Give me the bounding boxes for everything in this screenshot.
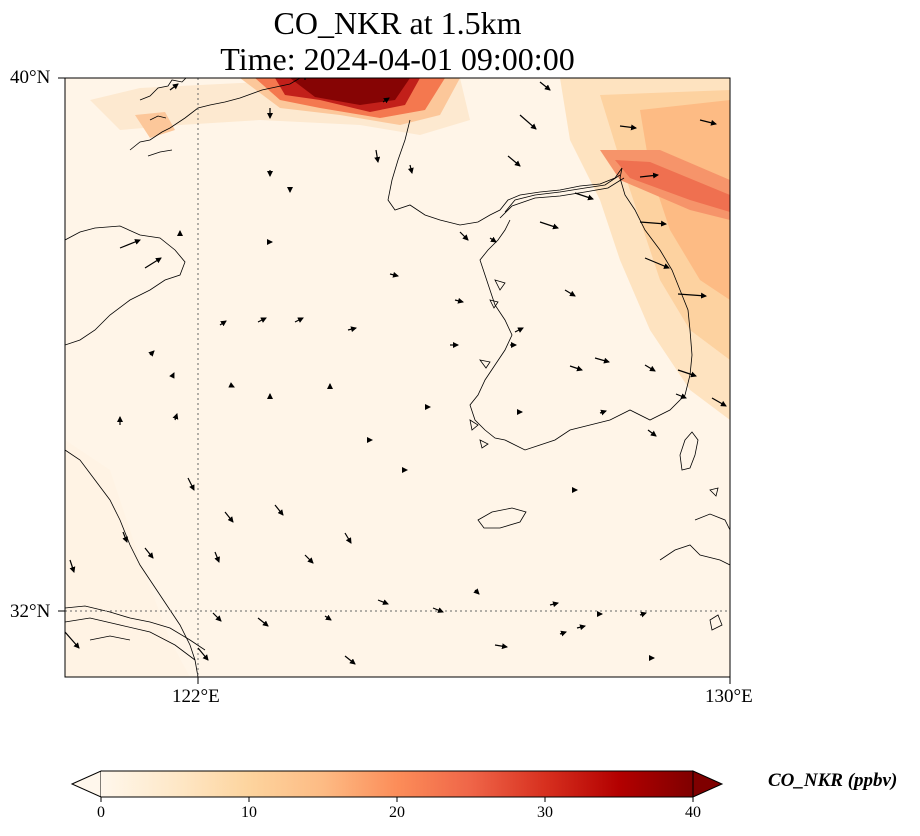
wind-arrow <box>677 292 707 299</box>
wind-arrow <box>257 617 269 627</box>
wind-arrow <box>549 601 559 608</box>
wind-arrow <box>172 413 179 421</box>
colorbar-tick-20: 20 <box>389 804 405 821</box>
wind-arrow <box>344 655 356 665</box>
wind-arrow <box>574 192 594 201</box>
concentration-field <box>65 78 730 677</box>
wind-arrow <box>65 631 80 649</box>
lat-tick-40: 40°N <box>10 67 51 88</box>
wind-arrow <box>257 317 267 323</box>
wind-arrow <box>619 124 637 131</box>
wind-arrow <box>407 164 414 174</box>
wind-arrow <box>274 504 284 516</box>
wind-arrow <box>344 532 352 544</box>
map-title: CO_NKR at 1.5km <box>273 5 522 41</box>
wind-arrow <box>382 97 390 104</box>
wind-arrow <box>644 364 656 372</box>
wind-arrow <box>539 221 559 230</box>
tick-marks <box>58 77 731 684</box>
colorbar-tick-10: 10 <box>241 804 257 821</box>
wind-arrow <box>594 357 610 364</box>
wind-arrow <box>507 155 521 167</box>
wind-arrow <box>377 599 389 605</box>
wind-arrow <box>647 429 657 437</box>
wind-arrow <box>639 611 647 618</box>
map-subtitle: Time: 2024-04-01 09:00:00 <box>220 41 575 77</box>
wind-arrow <box>148 350 155 357</box>
wind-arrow <box>169 372 175 379</box>
wind-arrow <box>454 297 464 304</box>
wind-arrow <box>677 369 697 378</box>
wind-arrow <box>569 365 583 372</box>
wind-arrow <box>197 647 209 661</box>
wind-arrow <box>539 81 551 91</box>
wind-arrow <box>639 220 667 227</box>
wind-arrow <box>224 511 234 523</box>
colorbar-label: CO_NKR (ppbv) <box>768 770 898 791</box>
wind-arrow <box>228 382 235 388</box>
wind-arrow <box>711 397 727 407</box>
wind-arrow <box>69 559 76 573</box>
lat-tick-32: 32°N <box>10 601 51 622</box>
wind-arrow <box>144 257 162 269</box>
wind-arrow <box>144 547 154 559</box>
wind-arrow <box>119 239 141 249</box>
wind-arrow <box>699 119 717 126</box>
wind-arrow <box>389 271 399 278</box>
coastlines <box>65 78 730 677</box>
wind-arrow <box>432 607 444 613</box>
wind-arrow <box>122 531 128 543</box>
wind-arrow <box>494 643 508 650</box>
wind-arrow <box>599 409 607 416</box>
wind-arrow <box>514 327 524 333</box>
wind-arrow <box>564 289 576 297</box>
lon-tick-122: 122°E <box>172 686 220 707</box>
wind-arrow <box>169 83 179 91</box>
lon-tick-130: 130°E <box>705 686 753 707</box>
wind-arrow <box>473 588 480 595</box>
wind-arrow <box>324 614 332 621</box>
colorbar-tick-40: 40 <box>685 804 701 821</box>
colorbar <box>70 770 724 802</box>
wind-arrow <box>459 231 469 241</box>
colorbar-tick-0: 0 <box>97 804 105 821</box>
wind-vectors <box>65 78 727 665</box>
wind-arrow <box>639 172 659 179</box>
wind-arrow <box>644 257 670 269</box>
wind-arrow <box>559 630 567 637</box>
wind-arrow <box>304 554 314 564</box>
wind-arrow <box>675 393 687 399</box>
wind-arrow <box>576 624 586 631</box>
gridlines <box>65 78 730 677</box>
wind-arrow <box>214 551 220 563</box>
wind-arrow <box>187 477 195 491</box>
wind-arrow <box>219 320 227 327</box>
map-frame <box>64 77 731 678</box>
wind-arrow <box>212 612 222 622</box>
wind-arrow <box>374 149 381 163</box>
wind-arrow <box>347 326 357 333</box>
wind-arrow <box>489 236 497 243</box>
colorbar-tick-30: 30 <box>537 804 553 821</box>
wind-arrow <box>294 317 304 323</box>
wind-arrow <box>519 114 537 130</box>
